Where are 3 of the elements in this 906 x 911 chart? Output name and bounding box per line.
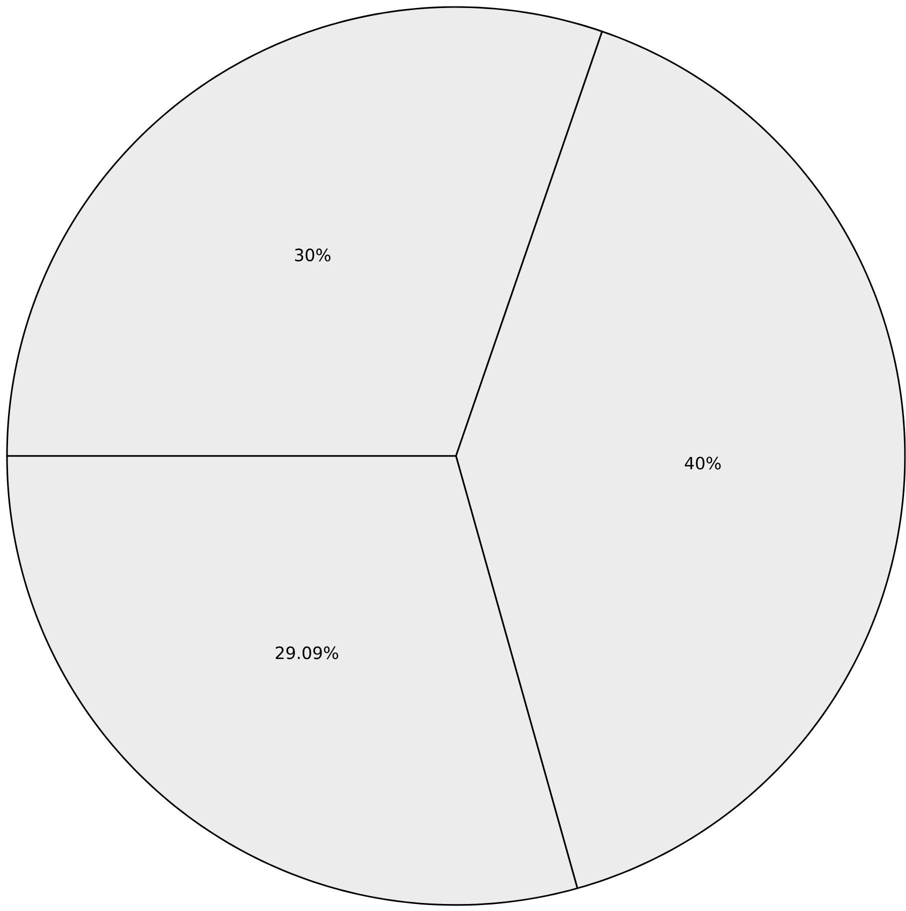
data-label: 40% bbox=[684, 456, 721, 470]
data-label: 29.09% bbox=[276, 646, 338, 660]
data-label: 30% bbox=[295, 248, 331, 262]
